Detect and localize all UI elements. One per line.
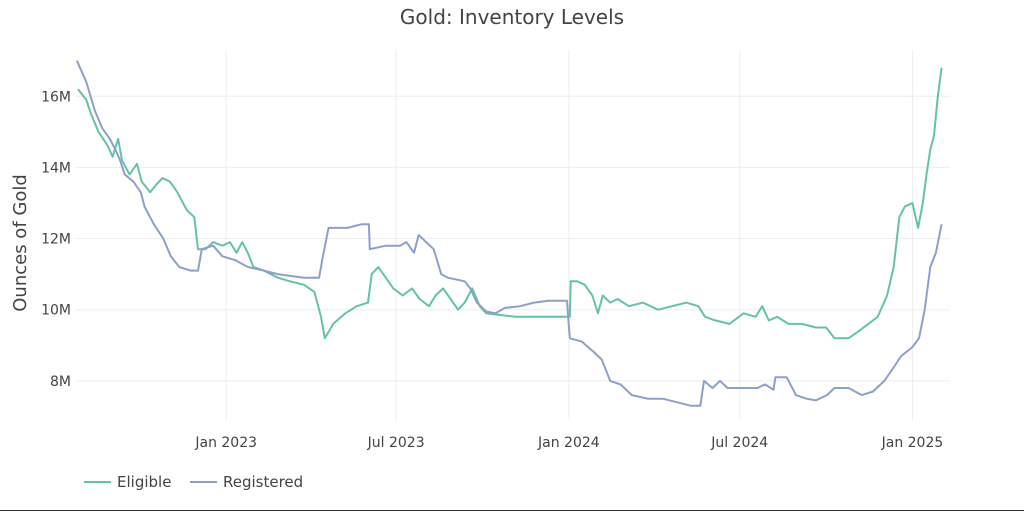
y-axis-ticks: 8M 10M 12M 14M 16M	[41, 89, 71, 390]
y-tick-label: 10M	[41, 303, 71, 319]
x-tick-label: Jan 2024	[537, 435, 600, 451]
legend-item-registered[interactable]: Registered	[190, 473, 303, 491]
x-tick-label: Jan 2023	[194, 435, 257, 451]
series-line-registered	[75, 60, 943, 407]
series-line-eligible	[77, 67, 943, 340]
legend-label: Eligible	[117, 473, 171, 491]
series-lines	[75, 60, 943, 407]
gridlines	[76, 50, 950, 420]
x-axis-ticks: Jan 2023 Jul 2023 Jan 2024 Jul 2024 Jan 2025	[194, 435, 943, 451]
x-tick-label: Jul 2023	[367, 435, 425, 451]
chart-title: Gold: Inventory Levels	[400, 5, 624, 29]
legend[interactable]: Eligible Registered	[84, 473, 303, 491]
legend-label: Registered	[223, 473, 303, 491]
y-tick-label: 12M	[41, 232, 71, 248]
x-tick-label: Jan 2025	[881, 435, 944, 451]
y-tick-label: 14M	[41, 160, 71, 176]
y-tick-label: 16M	[41, 89, 71, 105]
x-tick-label: Jul 2024	[710, 435, 768, 451]
y-tick-label: 8M	[50, 374, 71, 390]
y-axis-label: Ounces of Gold	[10, 174, 31, 312]
legend-item-eligible[interactable]: Eligible	[84, 473, 171, 491]
